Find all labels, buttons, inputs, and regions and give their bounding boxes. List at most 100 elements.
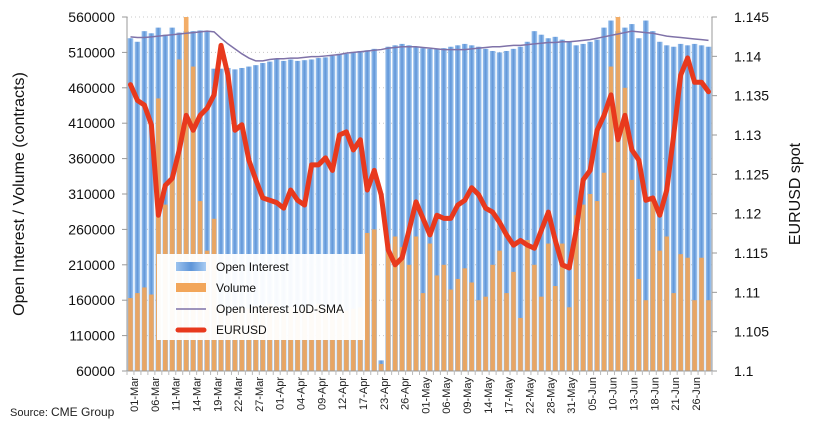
volume-bar: [692, 300, 697, 371]
y2-tick-label: 1.13: [734, 127, 761, 143]
open-interest-bar: [670, 46, 677, 372]
open-interest-bar: [148, 33, 155, 372]
open-interest-bar: [371, 48, 378, 372]
volume-bar: [385, 243, 391, 371]
open-interest-bar: [636, 38, 642, 372]
volume-bar: [371, 229, 377, 371]
y2-tick-label: 1.125: [734, 166, 769, 182]
open-interest-bar: [273, 59, 280, 371]
volume-bar: [511, 271, 516, 371]
volume-bar: [518, 317, 523, 371]
open-interest-bar: [448, 46, 454, 372]
open-interest-bar: [566, 41, 573, 371]
open-interest-bar: [705, 46, 712, 372]
open-interest-bar: [357, 50, 364, 371]
open-interest-bar: [280, 60, 287, 372]
x-tick-label: 01-Mar: [129, 377, 141, 412]
volume-bar: [378, 363, 384, 371]
volume-bar: [420, 293, 426, 371]
open-interest-bar: [684, 45, 691, 371]
open-interest-bar: [573, 45, 579, 371]
x-tick-label: 01-Apr: [275, 377, 287, 410]
x-tick-label: 11-Mar: [171, 377, 183, 411]
open-interest-bar: [287, 59, 294, 371]
open-interest-bar: [406, 45, 412, 371]
x-tick-label: 13-Jun: [629, 377, 641, 411]
open-interest-bar: [531, 31, 538, 371]
source-name: CME Group: [50, 405, 115, 419]
x-tick-label: 22-Mar: [233, 377, 245, 412]
open-interest-bar: [698, 45, 705, 371]
volume-bar: [441, 264, 447, 371]
x-tick-label: 27-Mar: [254, 377, 266, 412]
open-interest-bar: [503, 50, 510, 371]
open-interest-bar: [468, 45, 475, 371]
open-interest-bar: [343, 53, 350, 371]
open-interest-bar: [301, 60, 308, 372]
volume-bar: [142, 287, 147, 371]
open-interest-bar: [427, 48, 433, 372]
open-interest-bar: [260, 63, 266, 372]
y-tick-label: 360000: [68, 151, 115, 167]
open-interest-bar: [691, 43, 698, 372]
volume-bar: [580, 204, 586, 371]
volume-bar: [427, 243, 433, 371]
open-interest-bar: [322, 57, 329, 372]
open-interest-bar: [239, 67, 245, 371]
open-interest-bar: [134, 41, 141, 371]
source-label: Source:: [10, 407, 48, 419]
x-tick-label: 04-Apr: [296, 377, 308, 410]
y-tick-label: 560000: [68, 9, 115, 25]
open-interest-bar: [392, 45, 398, 371]
y-tick-label: 460000: [68, 80, 115, 96]
y-tick-label: 210000: [68, 257, 115, 273]
open-interest-bar: [420, 48, 426, 371]
x-tick-label: 06-May: [441, 377, 453, 414]
volume-bar: [392, 236, 398, 371]
x-tick-label: 05-Jun: [587, 377, 599, 411]
volume-bar: [678, 254, 683, 371]
y2-tick-label: 1.14: [734, 48, 761, 64]
y-tick-label: 110000: [69, 328, 115, 344]
volume-bar: [135, 293, 140, 371]
open-interest-bar: [218, 68, 224, 372]
open-interest-bar: [336, 53, 343, 371]
x-tick-label: 09-Apr: [316, 377, 328, 410]
open-interest-bar: [162, 34, 169, 371]
volume-bar: [532, 264, 537, 371]
open-interest-bar: [364, 50, 371, 371]
x-tick-label: 26-Apr: [400, 377, 412, 410]
volume-bar: [636, 278, 642, 371]
volume-bar: [232, 310, 238, 371]
volume-bar: [281, 310, 286, 371]
legend-label: Volume: [216, 281, 256, 295]
legend-label: Open Interest: [216, 260, 289, 274]
volume-bar: [553, 286, 558, 371]
legend-label: EURUSD: [216, 323, 267, 337]
volume-bar: [225, 314, 231, 371]
open-interest-bar: [266, 61, 273, 371]
y-tick-label: 310000: [68, 186, 115, 202]
volume-bar: [183, 17, 189, 371]
volume-bar: [671, 293, 676, 371]
x-tick-label: 14-May: [483, 377, 495, 414]
open-interest-bar: [475, 46, 482, 372]
volume-bar: [156, 98, 161, 372]
open-interest-bar: [141, 31, 148, 371]
y-tick-label: 160000: [68, 292, 115, 308]
open-interest-bar: [496, 52, 503, 372]
open-interest-bar: [552, 36, 559, 371]
eurusd-line: [127, 42, 712, 271]
open-interest-bar: [315, 58, 322, 372]
open-interest-bar: [461, 43, 468, 372]
open-interest-bar: [385, 46, 391, 372]
volume-bar: [176, 59, 182, 371]
x-tick-label: 22-May: [524, 377, 536, 414]
open-interest-bar: [441, 48, 447, 371]
open-interest-bar: [253, 65, 259, 372]
volume-bar: [573, 215, 579, 371]
legend: Open Interest Volume Open Interest 10D-SMA…: [157, 254, 365, 340]
volume-bar: [629, 179, 635, 371]
volume-bar: [406, 264, 412, 371]
